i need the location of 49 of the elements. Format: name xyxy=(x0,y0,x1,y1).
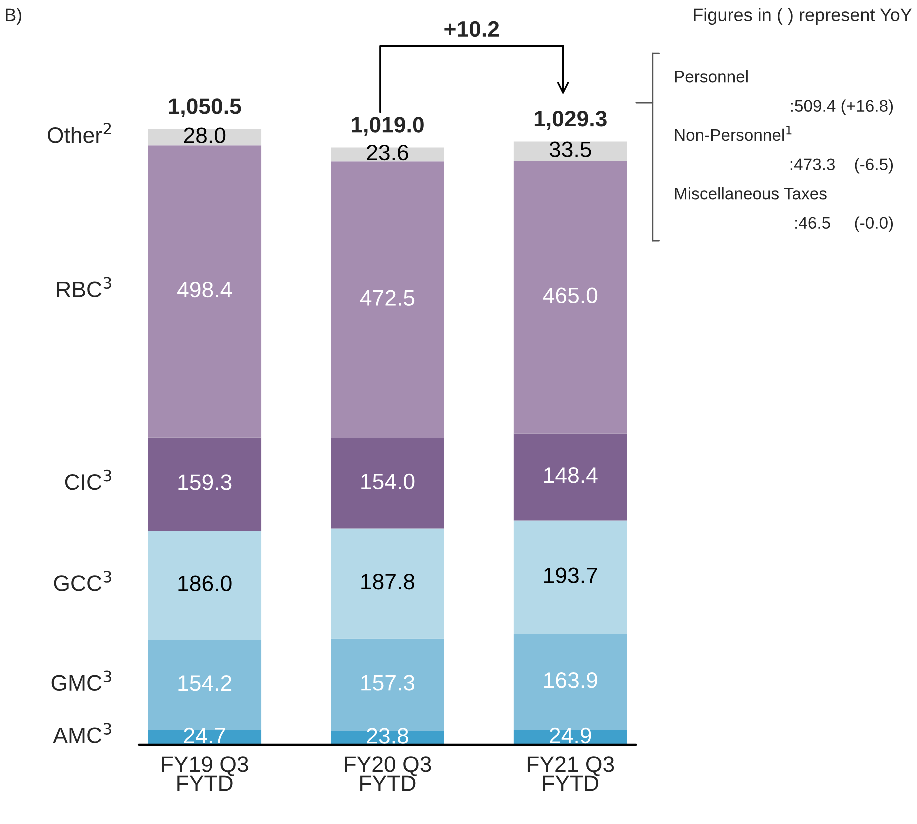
data-label: 186.0 xyxy=(178,576,232,592)
bar xyxy=(148,146,262,438)
data-label: 157.3 xyxy=(362,675,415,691)
text: Miscellaneous Taxes xyxy=(675,188,827,200)
data-label: 472.5 xyxy=(360,290,415,306)
series-label: GCC$^{3}$ xyxy=(54,571,112,592)
text: Figures in ( ) represent YoY xyxy=(694,8,912,26)
data-label: 148.4 xyxy=(544,468,598,484)
x-tick-label: FY20 Q3 FYTD xyxy=(345,756,432,792)
series-label: AMC$^{3}$ xyxy=(53,723,112,744)
data-label: 33.5 xyxy=(550,142,592,158)
data-label: 498.4 xyxy=(178,282,232,298)
data-label: 159.3 xyxy=(178,474,232,490)
text: B) xyxy=(6,8,22,26)
bar xyxy=(331,162,444,438)
text: :473.3 (-6.5) xyxy=(790,158,894,174)
text: Personnel xyxy=(675,70,748,83)
data-label: 24.7 xyxy=(184,728,226,744)
text: :509.4 (+16.8) xyxy=(791,100,894,116)
data-label: 24.9 xyxy=(550,728,592,744)
data-label: 154.2 xyxy=(178,675,232,692)
bar xyxy=(331,528,444,639)
data-label: 193.7 xyxy=(544,568,598,584)
bar xyxy=(514,161,628,434)
data-label: 163.9 xyxy=(544,672,598,688)
x-tick-label: FY19 Q3 FYTD xyxy=(162,756,248,792)
data-label: 187.8 xyxy=(362,574,415,590)
series-label: RBC$^{3}$ xyxy=(57,277,112,298)
bar xyxy=(514,434,628,521)
series-label: GMC$^{3}$ xyxy=(52,670,112,692)
data-label: 154.0 xyxy=(362,474,415,490)
bar xyxy=(148,531,262,640)
bar xyxy=(148,438,262,532)
x-tick-label: FY21 Q3 FYTD xyxy=(528,756,614,792)
data-label: 465.0 xyxy=(543,288,598,304)
total-label: 1,050.5 xyxy=(169,98,242,118)
total-label: 1,029.3 xyxy=(534,111,607,130)
text: +10.2 xyxy=(444,21,500,38)
data-label: 23.8 xyxy=(367,728,408,744)
series-label: Other$^{2}$ xyxy=(48,123,112,144)
data-label: 23.6 xyxy=(367,144,408,161)
text: Non-Personnel$^{1}$ xyxy=(675,126,792,142)
text: :46.5 (-0.0) xyxy=(796,216,894,232)
bar xyxy=(331,438,444,529)
data-label: 28.0 xyxy=(184,128,226,144)
bar xyxy=(514,142,628,162)
bar xyxy=(514,520,628,634)
total-label: 1,019.0 xyxy=(352,117,424,136)
series-label: CIC$^{3}$ xyxy=(65,470,112,490)
